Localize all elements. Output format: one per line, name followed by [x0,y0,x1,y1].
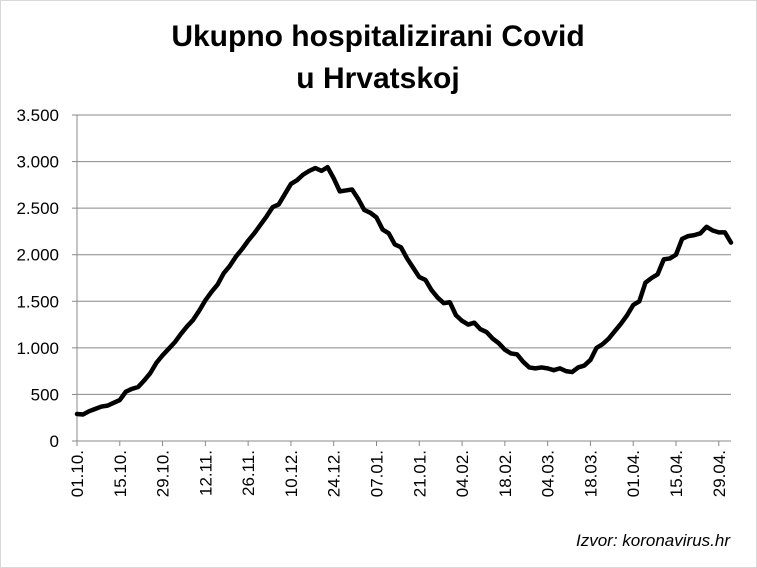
x-tick-label: 01.04. [624,450,643,497]
x-tick-label: 04.02. [453,450,472,497]
x-tick-label: 15.10. [111,450,130,497]
x-tick-label: 29.04. [710,450,729,497]
x-tick-label: 10.12. [282,450,301,497]
y-tick-label: 1.000 [16,339,59,358]
y-tick-label: 2.500 [16,199,59,218]
x-tick-label: 24.12. [325,450,344,497]
x-tick-label: 26.11. [239,450,258,496]
source-note: Izvor: koronavirus.hr [576,531,731,550]
y-tick-label: 2.000 [16,246,59,265]
x-tick-label: 21.01. [410,450,429,497]
chart-title: Ukupno hospitalizirani Covid [171,20,584,53]
x-tick-label: 07.01. [367,450,386,497]
y-tick-label: 0 [50,432,59,451]
x-tick-label: 12.11. [196,450,215,496]
y-tick-label: 500 [31,385,59,404]
x-tick-label: 29.10. [154,450,173,497]
y-tick-label: 3.500 [16,106,59,125]
x-tick-label: 18.02. [496,450,515,497]
y-tick-label: 3.000 [16,153,59,172]
x-tick-label: 18.03. [581,450,600,497]
x-tick-label: 15.04. [667,450,686,497]
y-tick-label: 1.500 [16,292,59,311]
data-line [74,164,734,417]
x-tick-label: 04.03. [539,450,558,497]
chart-title: u Hrvatskoj [296,62,459,95]
x-tick-label: 01.10. [68,450,87,497]
